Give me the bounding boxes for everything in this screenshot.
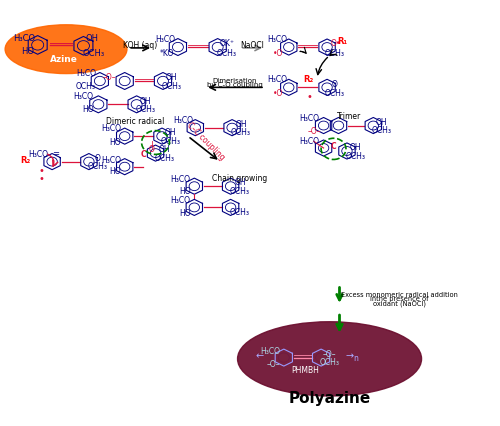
Text: Dimeric radical: Dimeric radical	[106, 117, 165, 126]
Text: PHMBH: PHMBH	[291, 365, 318, 374]
Text: inthe presence of: inthe presence of	[370, 296, 428, 302]
Text: OCH₃: OCH₃	[216, 49, 236, 58]
Text: OCH₃: OCH₃	[154, 153, 174, 162]
Text: *KO: *KO	[160, 49, 173, 58]
Text: H₃CO: H₃CO	[268, 75, 287, 84]
Text: C–C coupling: C–C coupling	[184, 121, 226, 162]
Text: OCH₃: OCH₃	[320, 357, 340, 366]
Text: OCH₃: OCH₃	[76, 81, 96, 90]
Text: HO: HO	[109, 167, 120, 176]
Text: NaOCl: NaOCl	[240, 41, 264, 50]
Text: OCH₃: OCH₃	[325, 49, 345, 58]
Text: O•: O•	[330, 39, 340, 48]
Text: H₃CO: H₃CO	[173, 115, 193, 124]
Text: OCH₃: OCH₃	[136, 105, 156, 114]
Text: Polyazine: Polyazine	[288, 390, 370, 405]
Ellipse shape	[5, 26, 127, 75]
Text: |: |	[150, 141, 154, 150]
Text: R₂: R₂	[304, 75, 314, 84]
Text: H₃CO: H₃CO	[260, 346, 280, 355]
Text: OH: OH	[86, 34, 99, 43]
Text: n: n	[353, 353, 358, 362]
Text: OCH₃: OCH₃	[82, 49, 104, 58]
Text: Excess monomeric radical addition: Excess monomeric radical addition	[340, 291, 458, 297]
Text: OCH₃: OCH₃	[88, 162, 108, 171]
Text: R₂: R₂	[20, 155, 30, 164]
Text: HO: HO	[180, 187, 191, 196]
Text: HO: HO	[20, 47, 34, 56]
Text: ←: ←	[256, 351, 264, 361]
Text: by C-O coupling: by C-O coupling	[207, 82, 263, 88]
Text: –O–: –O–	[308, 127, 322, 135]
Text: =: =	[52, 149, 60, 158]
Text: H₃CO: H₃CO	[76, 69, 96, 78]
Text: KOH (aq): KOH (aq)	[124, 41, 158, 50]
Text: O: O	[94, 153, 100, 162]
Text: O: O	[149, 144, 155, 153]
Text: –O–: –O–	[267, 359, 280, 368]
Text: Trimer: Trimer	[338, 112, 361, 121]
Text: –O–: –O–	[103, 73, 117, 82]
Text: O: O	[332, 79, 338, 89]
Text: C: C	[330, 141, 336, 151]
Text: OH: OH	[164, 128, 176, 137]
Text: HO: HO	[180, 208, 191, 217]
Text: H₃CO: H₃CO	[300, 137, 320, 146]
Ellipse shape	[238, 322, 422, 396]
Text: H₃CO: H₃CO	[74, 92, 94, 101]
Text: H₃CO: H₃CO	[101, 155, 121, 164]
Text: •O: •O	[272, 49, 283, 58]
Text: OCH₃: OCH₃	[346, 151, 366, 160]
Text: Chain growing: Chain growing	[212, 173, 268, 182]
Text: HO: HO	[82, 105, 94, 114]
Text: OCH₃: OCH₃	[230, 207, 250, 217]
Text: H₃CO: H₃CO	[101, 124, 121, 133]
Text: R₁: R₁	[337, 37, 347, 46]
Text: H₃CO: H₃CO	[170, 175, 190, 184]
Text: –O–: –O–	[322, 349, 336, 358]
Text: OCH₃: OCH₃	[162, 81, 182, 90]
Text: HO: HO	[109, 138, 120, 147]
Text: H₃CO: H₃CO	[268, 35, 287, 44]
Text: OH: OH	[234, 178, 246, 187]
Text: H₃CO: H₃CO	[156, 35, 176, 44]
Text: OH: OH	[350, 143, 362, 152]
Text: •: •	[306, 92, 312, 101]
Text: Dimerisation: Dimerisation	[213, 78, 258, 84]
Text: H₃CO: H₃CO	[12, 34, 35, 43]
Text: •O: •O	[272, 89, 283, 98]
Text: OH: OH	[376, 118, 388, 127]
Text: Azine: Azine	[50, 55, 78, 64]
Text: OH: OH	[158, 145, 170, 154]
Text: →: →	[346, 351, 354, 361]
Text: OH: OH	[235, 120, 247, 129]
Text: H₃CO: H₃CO	[300, 113, 320, 122]
Text: OH: OH	[166, 73, 177, 82]
Text: oxidant (NaOCl): oxidant (NaOCl)	[372, 299, 426, 306]
Text: OCH₃: OCH₃	[231, 128, 251, 137]
Text: H₃CO: H₃CO	[170, 196, 190, 205]
Text: OCH₃: OCH₃	[325, 89, 345, 98]
Text: C: C	[140, 149, 146, 158]
Text: OCH₃: OCH₃	[160, 137, 180, 146]
Text: OCH₃: OCH₃	[372, 126, 392, 135]
Text: OCH₃: OCH₃	[230, 187, 250, 196]
Text: •: •	[38, 173, 44, 183]
Text: •: •	[38, 166, 44, 176]
Text: OK⁺: OK⁺	[219, 39, 234, 48]
Text: OH: OH	[140, 96, 151, 105]
Text: H₃CO: H₃CO	[28, 149, 48, 158]
